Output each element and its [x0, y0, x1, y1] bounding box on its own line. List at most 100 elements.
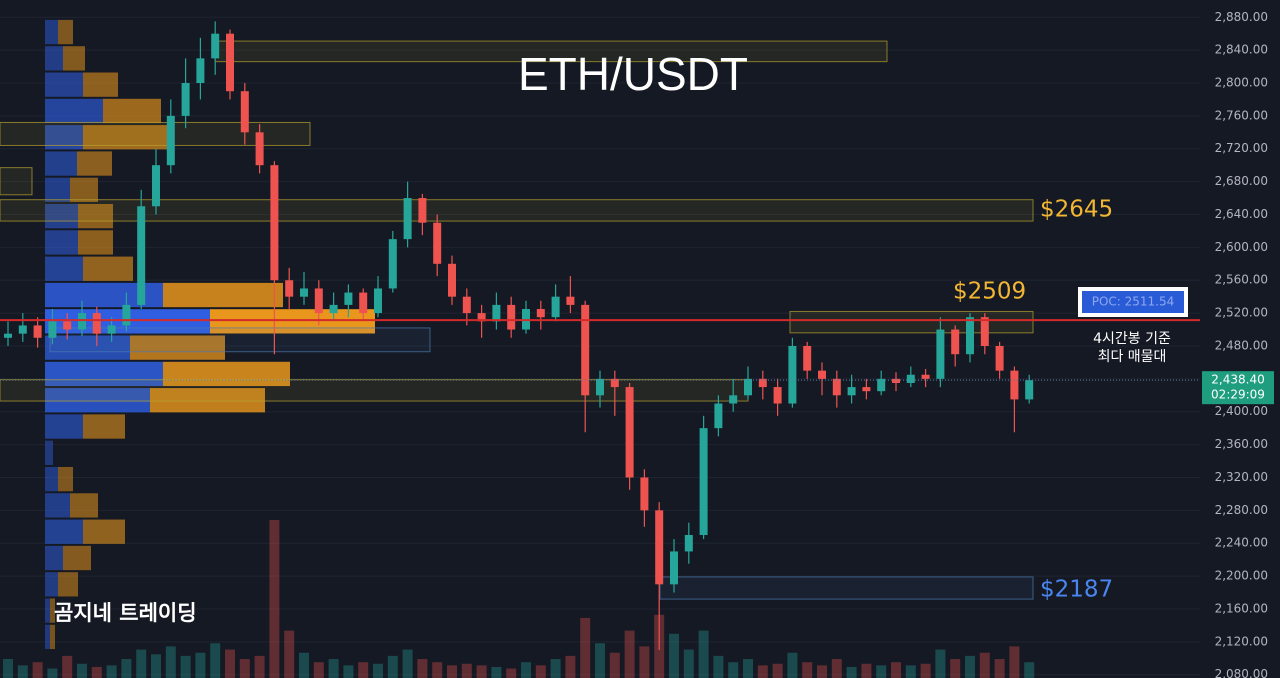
profile-sell	[130, 335, 225, 360]
candle-body	[847, 387, 856, 396]
volume-bar	[506, 668, 517, 678]
volume-bar	[195, 652, 206, 678]
volume-bar	[728, 662, 739, 678]
volume-bar	[965, 655, 975, 678]
volume-bar	[447, 665, 457, 678]
volume-bar	[343, 665, 354, 678]
poc-label: POC: 2511.54	[1092, 295, 1175, 309]
profile-sell	[78, 230, 113, 255]
y-tick-label: 2,080.00	[1215, 667, 1268, 678]
volume-bar	[757, 665, 768, 678]
candle-body	[640, 477, 649, 511]
profile-sell	[70, 177, 98, 202]
candle-body	[536, 309, 545, 318]
candle-body	[507, 304, 516, 330]
volume-bar	[920, 663, 931, 678]
zone	[0, 121, 311, 146]
profile-sell	[63, 545, 91, 571]
volume-bar	[62, 655, 73, 678]
candle-body	[314, 288, 323, 314]
candle-body	[122, 304, 131, 326]
volume-bar	[521, 662, 531, 678]
candle-body	[610, 378, 619, 388]
profile-sell	[83, 414, 125, 439]
candle-body	[92, 313, 101, 334]
countdown: 02:29:09	[1211, 388, 1265, 402]
profile-buy	[45, 572, 58, 597]
profile-buy	[45, 519, 83, 544]
volume-bar	[861, 663, 872, 678]
profile-sell	[50, 624, 55, 650]
candle-body	[344, 292, 353, 305]
poc-box	[1082, 291, 1184, 313]
volume-bar	[624, 630, 635, 678]
candle-body	[625, 387, 634, 478]
volume-bar	[210, 643, 221, 678]
candle-body	[329, 304, 338, 314]
volume-bar	[876, 665, 887, 678]
volume-bar	[979, 652, 990, 678]
volume-bar	[713, 655, 724, 678]
candle-body	[255, 132, 264, 166]
candle-body	[492, 304, 501, 322]
y-tick-label: 2,480.00	[1215, 338, 1268, 352]
profile-buy	[45, 361, 163, 387]
volume-bar	[491, 666, 502, 678]
volume-bar	[3, 659, 13, 678]
candle-body	[818, 370, 826, 379]
candle-body	[196, 58, 205, 84]
y-tick-label: 2,760.00	[1215, 108, 1268, 122]
candle-body	[773, 387, 782, 404]
profile-buy	[45, 414, 83, 439]
volume-bar	[17, 665, 28, 678]
volume-bar	[225, 649, 235, 678]
candle-body	[951, 329, 960, 355]
profile-buy	[45, 46, 63, 71]
profile-sell	[150, 388, 265, 413]
profile-sell	[58, 19, 73, 45]
profile-sell	[70, 493, 98, 518]
profile-buy	[45, 624, 50, 650]
zone	[0, 199, 1034, 222]
volume-bar	[565, 655, 576, 678]
profile-buy	[45, 98, 103, 124]
profile-buy	[45, 440, 53, 465]
y-tick-label: 2,880.00	[1215, 10, 1268, 24]
profile-sell	[50, 598, 55, 623]
y-tick-label: 2,360.00	[1215, 437, 1268, 451]
candle-body	[1010, 370, 1019, 400]
volume-bar	[683, 649, 694, 678]
candle-body	[166, 115, 175, 166]
y-tick-label: 2,720.00	[1215, 141, 1268, 155]
candle-body	[403, 198, 412, 240]
candle-body	[684, 535, 693, 552]
candle-body	[596, 378, 604, 396]
volume-bar	[432, 662, 443, 678]
volume-bar	[669, 633, 679, 678]
profile-sell	[83, 256, 133, 281]
candle-body	[107, 325, 116, 334]
volume-bar	[639, 646, 650, 678]
volume-bar	[358, 662, 369, 678]
candle-body	[477, 313, 486, 322]
profile-buy	[45, 151, 77, 176]
last-price-tag	[1202, 371, 1274, 405]
poc-note: 4시간봉 기준	[1093, 331, 1171, 347]
candle-body	[226, 33, 234, 92]
y-tick-label: 2,680.00	[1215, 174, 1268, 188]
candle-body	[33, 325, 42, 338]
profile-buy	[45, 493, 70, 518]
volume-bar	[535, 665, 546, 678]
volume-bar	[743, 659, 753, 678]
chart-title: ETH/USDT	[518, 48, 748, 100]
volume-bar	[550, 659, 561, 678]
level-label: $2509	[953, 279, 1026, 305]
y-tick-label: 2,320.00	[1215, 470, 1268, 484]
volume-bar	[595, 643, 605, 678]
volume-bar	[417, 659, 428, 678]
candle-body	[803, 345, 812, 371]
volume-bar	[698, 630, 709, 678]
volume-bar	[476, 665, 487, 678]
volume-bar	[180, 655, 191, 678]
volume-bar	[831, 659, 842, 678]
